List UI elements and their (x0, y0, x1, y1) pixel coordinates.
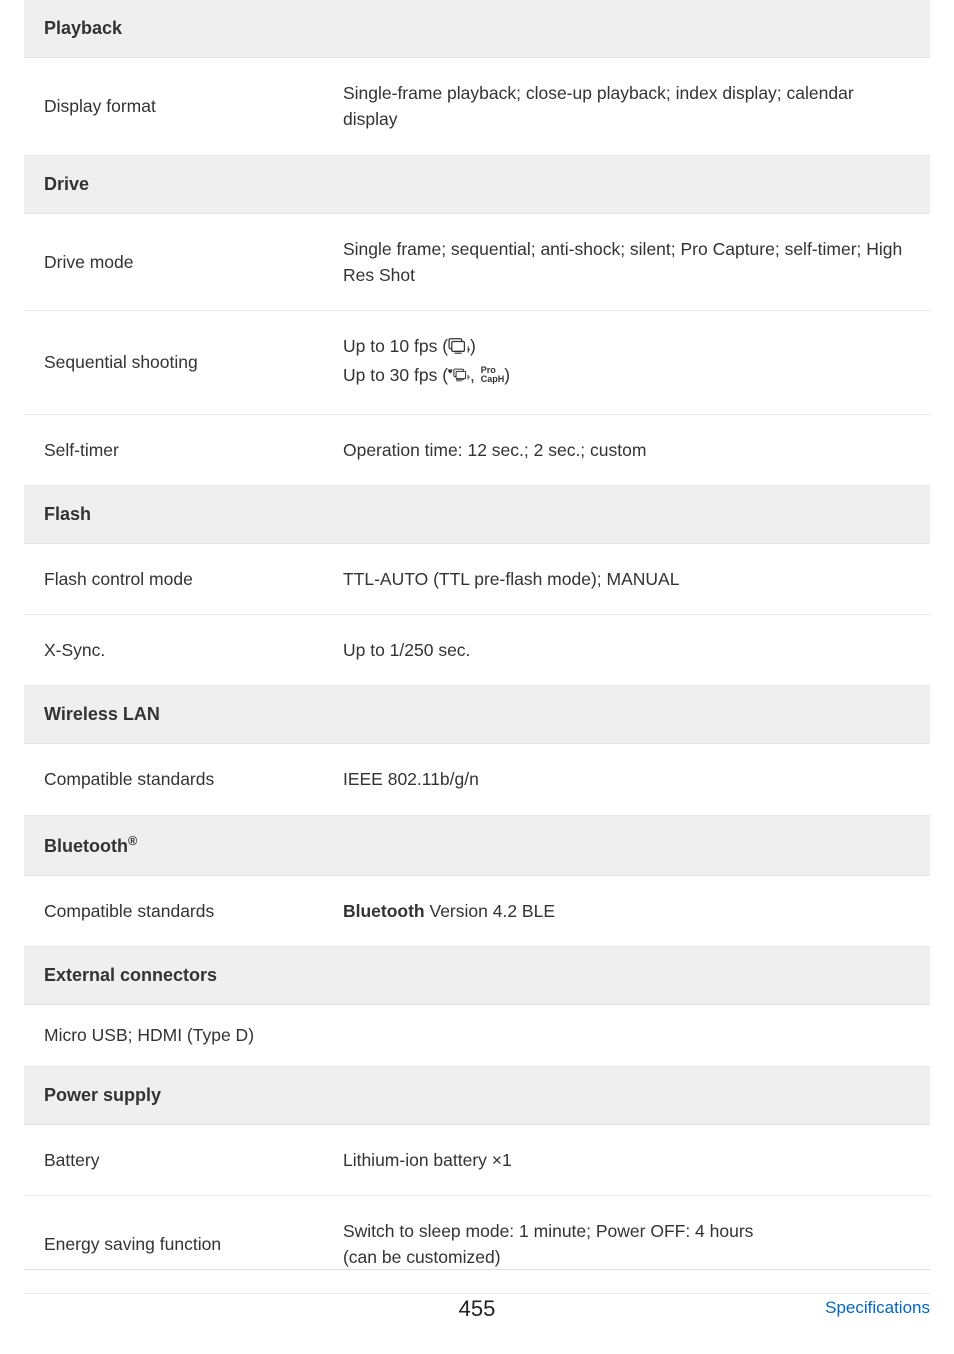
pro-caph-icon: ProCapH (481, 366, 505, 384)
section-title: Bluetooth® (24, 815, 930, 875)
bluetooth-title-prefix: Bluetooth (44, 836, 128, 856)
label: Compatible standards (24, 744, 323, 815)
label: Flash control mode (24, 543, 323, 614)
label: Compatible standards (24, 875, 323, 946)
page-footer: 455 Specifications (24, 1261, 930, 1326)
text: , (470, 365, 480, 385)
value: Up to 10 fps (H) Up to 30 fps (H, ProCap… (323, 311, 930, 415)
section-header-wlan: Wireless LAN (24, 686, 930, 744)
bluetooth-rest: Version 4.2 BLE (425, 901, 555, 921)
row-display-format: Display format Single-frame playback; cl… (24, 58, 930, 156)
heart-burst-h-icon: H (448, 365, 470, 391)
label: Display format (24, 58, 323, 156)
specifications-link[interactable]: Specifications (825, 1298, 930, 1318)
value: Lithium-ion battery ×1 (323, 1124, 930, 1195)
row-self-timer: Self-timer Operation time: 12 sec.; 2 se… (24, 414, 930, 485)
text: ) (504, 365, 510, 385)
value: Single-frame playback; close-up playback… (323, 58, 930, 156)
section-header-power: Power supply (24, 1066, 930, 1124)
section-header-playback: Playback (24, 0, 930, 58)
section-title: External connectors (24, 946, 930, 1004)
text: Up to 10 fps ( (343, 336, 448, 356)
section-header-external: External connectors (24, 946, 930, 1004)
burst-h-icon: H (448, 336, 470, 362)
label: Sequential shooting (24, 311, 323, 415)
label: Self-timer (24, 414, 323, 485)
section-title: Drive (24, 155, 930, 213)
label: Drive mode (24, 213, 323, 311)
value: Bluetooth Version 4.2 BLE (323, 875, 930, 946)
row-wlan-compat: Compatible standards IEEE 802.11b/g/n (24, 744, 930, 815)
value: Up to 1/250 sec. (323, 615, 930, 686)
bluetooth-bold: Bluetooth (343, 901, 425, 921)
section-title: Flash (24, 485, 930, 543)
value: TTL-AUTO (TTL pre-flash mode); MANUAL (323, 543, 930, 614)
registered-symbol: ® (128, 834, 137, 848)
specifications-table: Playback Display format Single-frame pla… (24, 0, 930, 1294)
row-external-value: Micro USB; HDMI (Type D) (24, 1004, 930, 1066)
label: Battery (24, 1124, 323, 1195)
section-title: Power supply (24, 1066, 930, 1124)
row-bluetooth-compat: Compatible standards Bluetooth Version 4… (24, 875, 930, 946)
section-title: Wireless LAN (24, 686, 930, 744)
text: ) (470, 336, 476, 356)
row-drive-mode: Drive mode Single frame; sequential; ant… (24, 213, 930, 311)
section-header-flash: Flash (24, 485, 930, 543)
value: Operation time: 12 sec.; 2 sec.; custom (323, 414, 930, 485)
section-header-drive: Drive (24, 155, 930, 213)
row-flash-control-mode: Flash control mode TTL-AUTO (TTL pre-fla… (24, 543, 930, 614)
row-battery: Battery Lithium-ion battery ×1 (24, 1124, 930, 1195)
text: Up to 30 fps ( (343, 365, 448, 385)
footer-divider (24, 1269, 930, 1270)
value: Single frame; sequential; anti-shock; si… (323, 213, 930, 311)
section-title: Playback (24, 0, 930, 58)
page-number: 455 (24, 1296, 930, 1322)
value: Micro USB; HDMI (Type D) (24, 1004, 930, 1066)
section-header-bluetooth: Bluetooth® (24, 815, 930, 875)
row-sequential-shooting: Sequential shooting Up to 10 fps (H) Up … (24, 311, 930, 415)
row-xsync: X-Sync. Up to 1/250 sec. (24, 615, 930, 686)
energy-line1: Switch to sleep mode: 1 minute; Power OF… (343, 1221, 753, 1241)
value: IEEE 802.11b/g/n (323, 744, 930, 815)
label: X-Sync. (24, 615, 323, 686)
